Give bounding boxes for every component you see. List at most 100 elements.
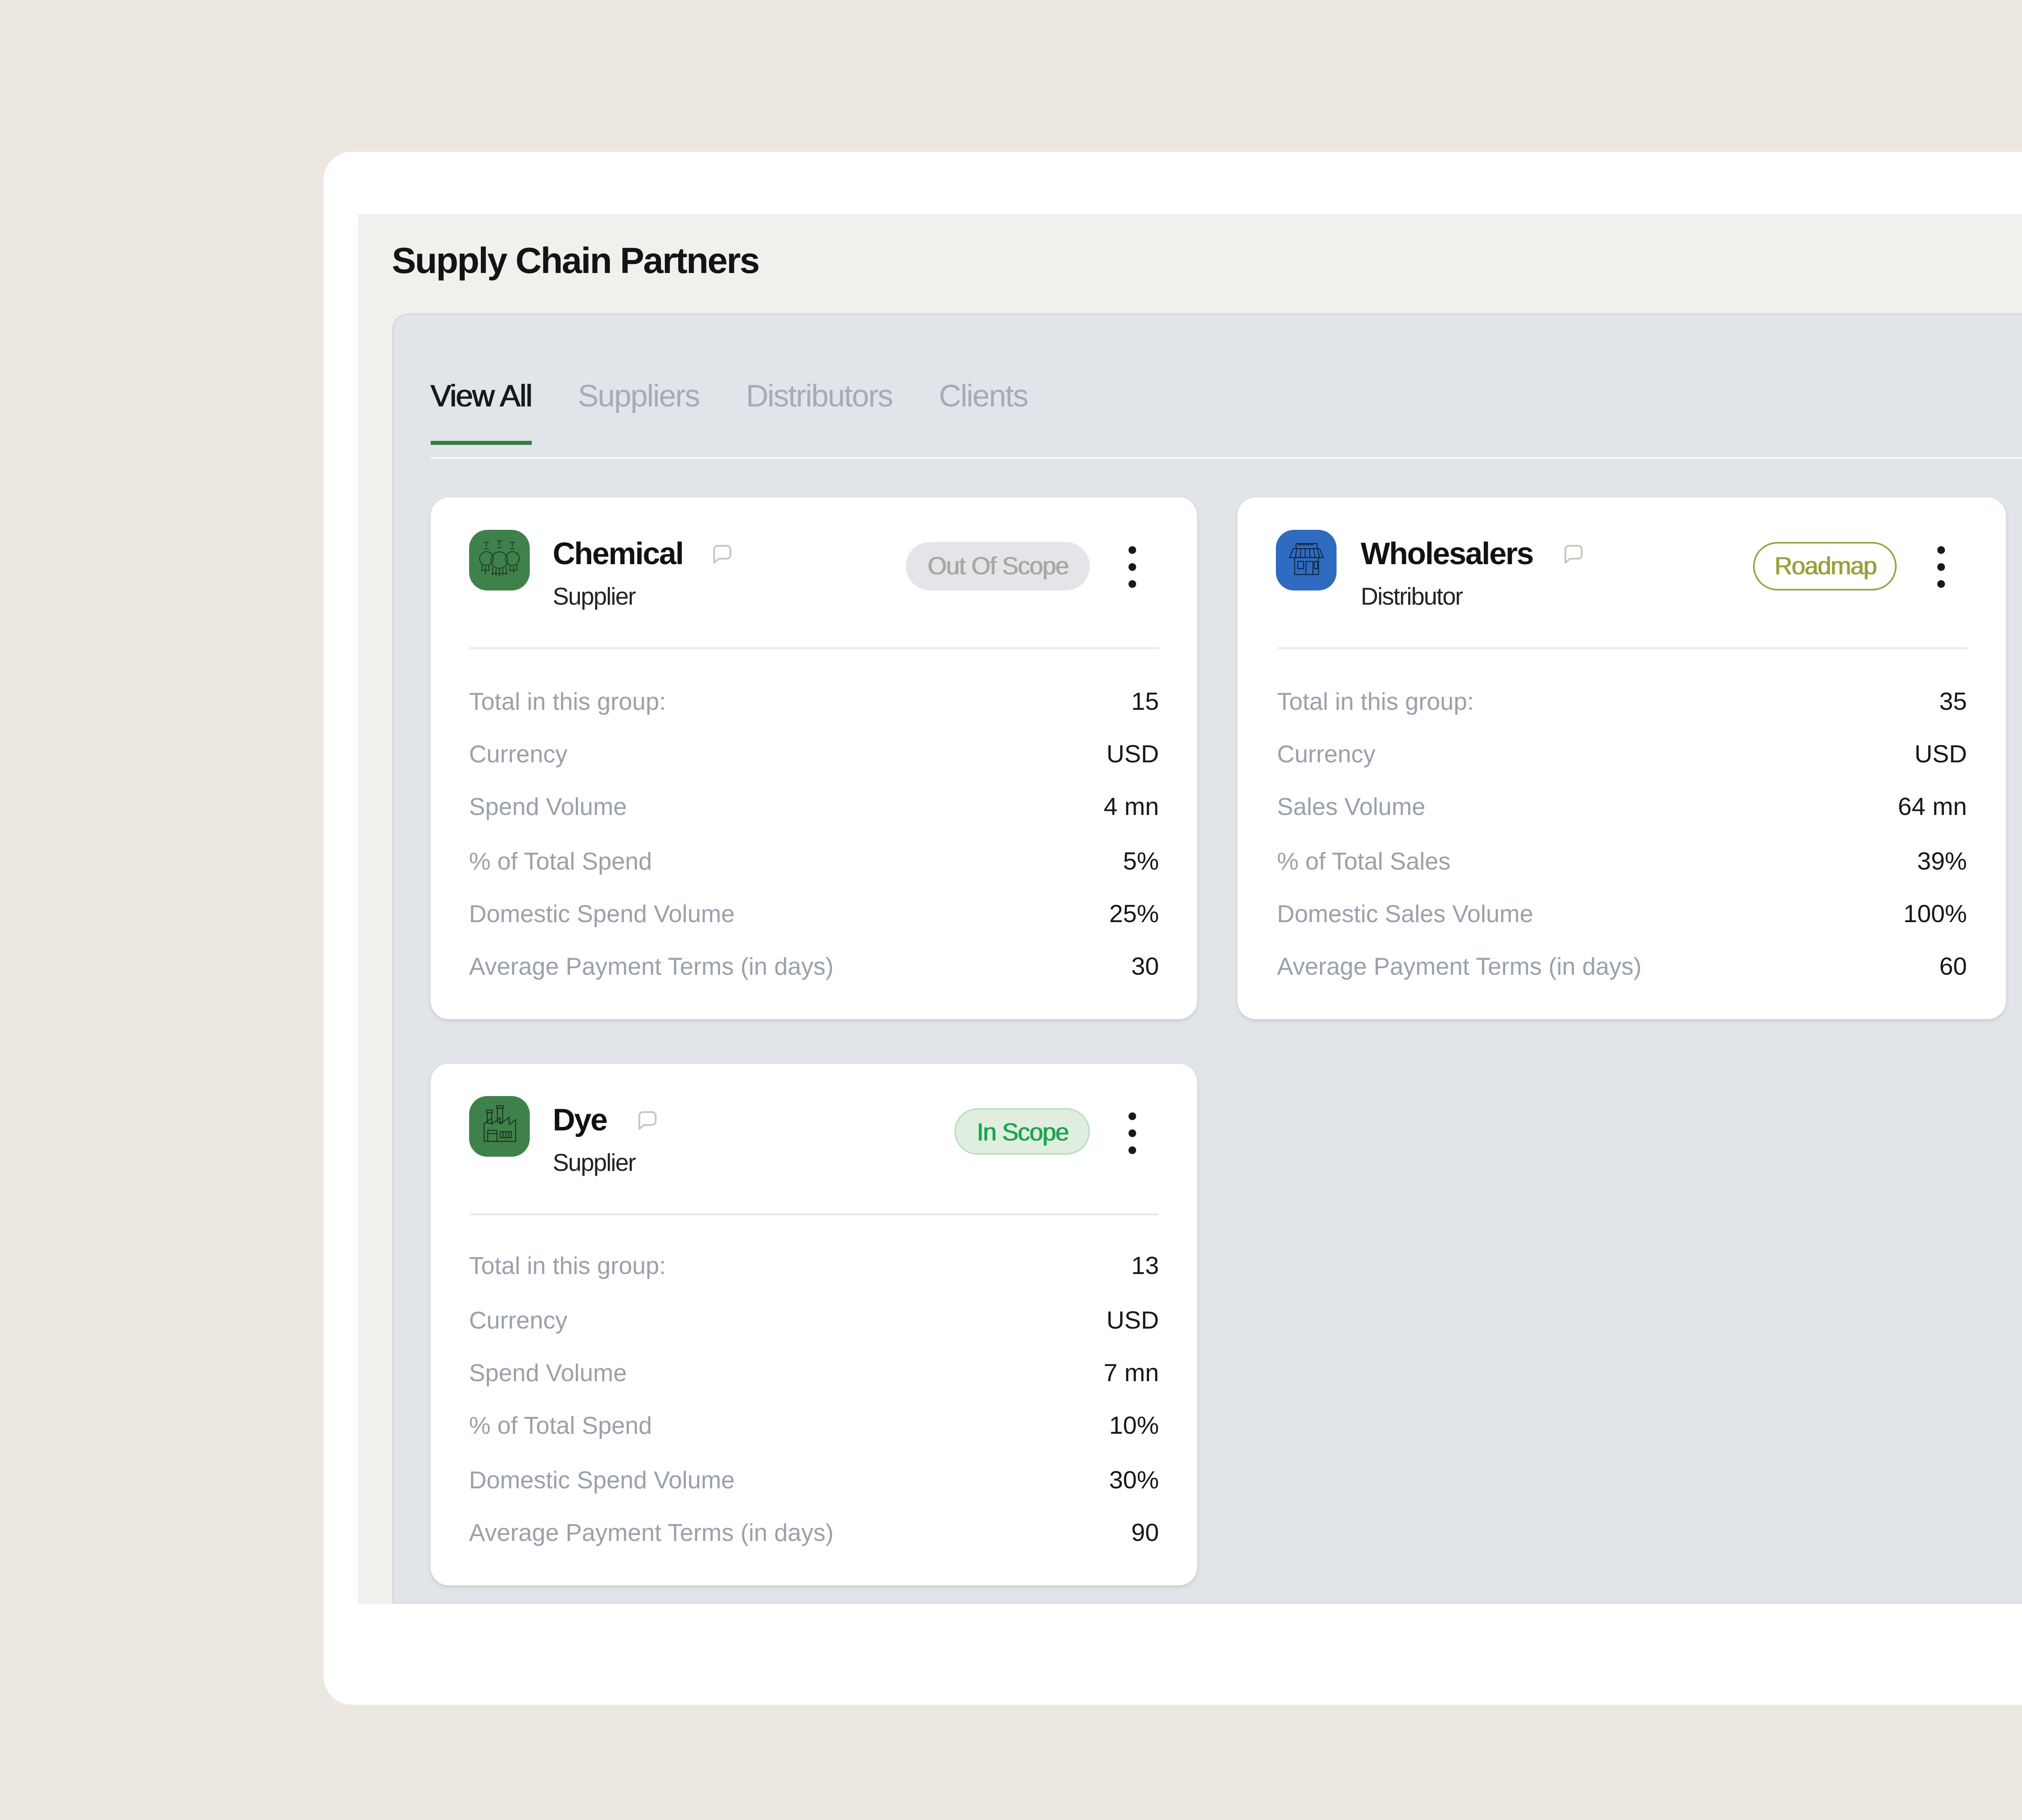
- tab-view-all[interactable]: View All: [430, 355, 532, 445]
- tab-clients[interactable]: Clients: [939, 380, 1029, 415]
- stat-value: 7 mn: [1104, 1359, 1159, 1388]
- stat-row: % of Total Sales 39%: [1277, 834, 1967, 887]
- stat-value: 30%: [1109, 1465, 1159, 1494]
- stat-row: Currency USD: [1277, 728, 1967, 781]
- stat-row: Average Payment Terms (in days) 30: [469, 940, 1159, 993]
- tab-bar: View All Suppliers Distributors Clients: [430, 355, 1029, 445]
- stats-rows: Total in this group: 13 Currency USD Spend…: [469, 1240, 1159, 1560]
- status-badge: Out Of Scope: [906, 542, 1089, 590]
- kebab-menu-icon[interactable]: [1107, 530, 1159, 588]
- stat-value: 64 mn: [1897, 793, 1967, 822]
- toolbar: View All Suppliers Distributors Clients …: [430, 355, 2022, 445]
- page-title: Supply Chain Partners: [391, 240, 760, 281]
- stat-label: Spend Volume: [469, 793, 627, 822]
- stat-value: 10%: [1109, 1412, 1159, 1441]
- stat-row: Total in this group: 35: [1277, 675, 1967, 728]
- tab-distributors[interactable]: Distributors: [746, 380, 893, 415]
- stat-row: % of Total Spend 5%: [469, 834, 1159, 887]
- partner-name: Wholesalers: [1360, 537, 1534, 572]
- stat-value: 5%: [1123, 846, 1159, 875]
- card-header: Dye Supplier In Scope: [468, 1063, 1159, 1176]
- partner-name-row: Wholesalers: [1361, 540, 1583, 571]
- stat-label: Total in this group:: [1277, 687, 1474, 715]
- app-window: Supply Chain Partners View All Suppliers…: [324, 152, 2022, 1704]
- partner-card-wholesalers: Wholesalers Distributor Roadmap: [1238, 497, 2006, 1019]
- storefront-icon: [1276, 530, 1337, 591]
- partners-panel: View All Suppliers Distributors Clients …: [391, 313, 2022, 1604]
- card-divider: [1277, 647, 1967, 649]
- stat-row: Currency USD: [469, 1293, 1159, 1346]
- stat-value: 4 mn: [1104, 793, 1159, 822]
- stat-value: 39%: [1917, 846, 1967, 875]
- stat-value: 30: [1131, 952, 1159, 981]
- stat-row: Average Payment Terms (in days) 90: [469, 1506, 1159, 1559]
- partner-type: Supplier: [552, 1148, 636, 1177]
- partner-type: Distributor: [1360, 582, 1463, 611]
- stat-row: Spend Volume 4 mn: [469, 781, 1159, 834]
- toolbar-divider: [430, 457, 2022, 459]
- stat-value: USD: [1106, 1306, 1159, 1334]
- tab-suppliers[interactable]: Suppliers: [577, 380, 700, 415]
- card-divider: [469, 1213, 1159, 1215]
- chemical-flasks-icon: [468, 530, 529, 591]
- stat-label: Average Payment Terms (in days): [1277, 952, 1642, 981]
- stat-label: % of Total Spend: [469, 846, 652, 875]
- stat-row: Domestic Spend Volume 25%: [469, 887, 1159, 940]
- stat-row: Sales Volume 64 mn: [1277, 781, 1967, 834]
- comment-icon[interactable]: [710, 544, 733, 566]
- card-header: Wholesalers Distributor Roadmap: [1276, 497, 1967, 610]
- stats-rows: Total in this group: 15 Currency USD Spend…: [469, 675, 1159, 994]
- stat-row: Total in this group: 15: [469, 675, 1159, 728]
- comment-icon[interactable]: [1560, 544, 1583, 566]
- stat-row: Domestic Spend Volume 30%: [469, 1453, 1159, 1506]
- stat-label: Domestic Spend Volume: [469, 899, 735, 928]
- stat-row: Currency USD: [469, 728, 1159, 781]
- stat-label: Average Payment Terms (in days): [469, 952, 834, 981]
- kebab-menu-icon[interactable]: [1915, 530, 1967, 588]
- card-titles: Chemical Supplier: [553, 530, 733, 610]
- stat-value: 90: [1131, 1518, 1159, 1547]
- stat-value: USD: [1106, 740, 1159, 768]
- stat-label: Currency: [1277, 740, 1376, 768]
- stat-value: 13: [1131, 1253, 1159, 1281]
- app-background: Supply Chain Partners View All Suppliers…: [358, 214, 2022, 1604]
- stat-value: 15: [1131, 687, 1159, 715]
- stat-label: Average Payment Terms (in days): [469, 1518, 834, 1547]
- card-divider: [469, 647, 1159, 649]
- stat-label: % of Total Sales: [1277, 846, 1451, 875]
- stat-label: Currency: [469, 740, 568, 768]
- stat-label: Spend Volume: [469, 1359, 627, 1388]
- partner-type: Supplier: [552, 582, 636, 611]
- partner-name: Dye: [552, 1103, 608, 1138]
- stat-value: 60: [1939, 952, 1967, 981]
- partner-cards-grid: Chemical Supplier Out Of Scope: [430, 497, 2022, 1585]
- stat-label: Total in this group:: [469, 687, 666, 715]
- partner-name-row: Chemical: [553, 540, 733, 571]
- partner-name-row: Dye: [553, 1105, 657, 1137]
- stat-value: USD: [1914, 740, 1967, 768]
- stat-label: Domestic Spend Volume: [469, 1465, 735, 1494]
- stat-value: 35: [1939, 687, 1967, 715]
- card-titles: Dye Supplier: [553, 1096, 657, 1176]
- kebab-menu-icon[interactable]: [1107, 1096, 1159, 1154]
- stat-row: Average Payment Terms (in days) 60: [1277, 940, 1967, 993]
- card-header: Chemical Supplier Out Of Scope: [468, 497, 1159, 610]
- stat-value: 100%: [1903, 899, 1967, 928]
- stat-label: Sales Volume: [1277, 793, 1426, 822]
- status-badge: Roadmap: [1753, 543, 1897, 590]
- partner-card-dye: Dye Supplier In Scope: [430, 1063, 1198, 1585]
- stat-row: Domestic Sales Volume 100%: [1277, 887, 1967, 940]
- stat-row: Total in this group: 13: [469, 1240, 1159, 1293]
- partner-card-chemical: Chemical Supplier Out Of Scope: [430, 497, 1198, 1019]
- stat-label: Domestic Sales Volume: [1277, 899, 1533, 928]
- stat-label: Currency: [469, 1306, 568, 1334]
- stat-label: Total in this group:: [469, 1253, 666, 1281]
- card-titles: Wholesalers Distributor: [1361, 530, 1583, 610]
- stat-label: % of Total Spend: [469, 1412, 652, 1441]
- stat-row: Spend Volume 7 mn: [469, 1347, 1159, 1400]
- factory-icon: [468, 1096, 529, 1157]
- comment-icon[interactable]: [634, 1110, 657, 1132]
- status-badge: In Scope: [955, 1108, 1089, 1155]
- stat-row: % of Total Spend 10%: [469, 1400, 1159, 1453]
